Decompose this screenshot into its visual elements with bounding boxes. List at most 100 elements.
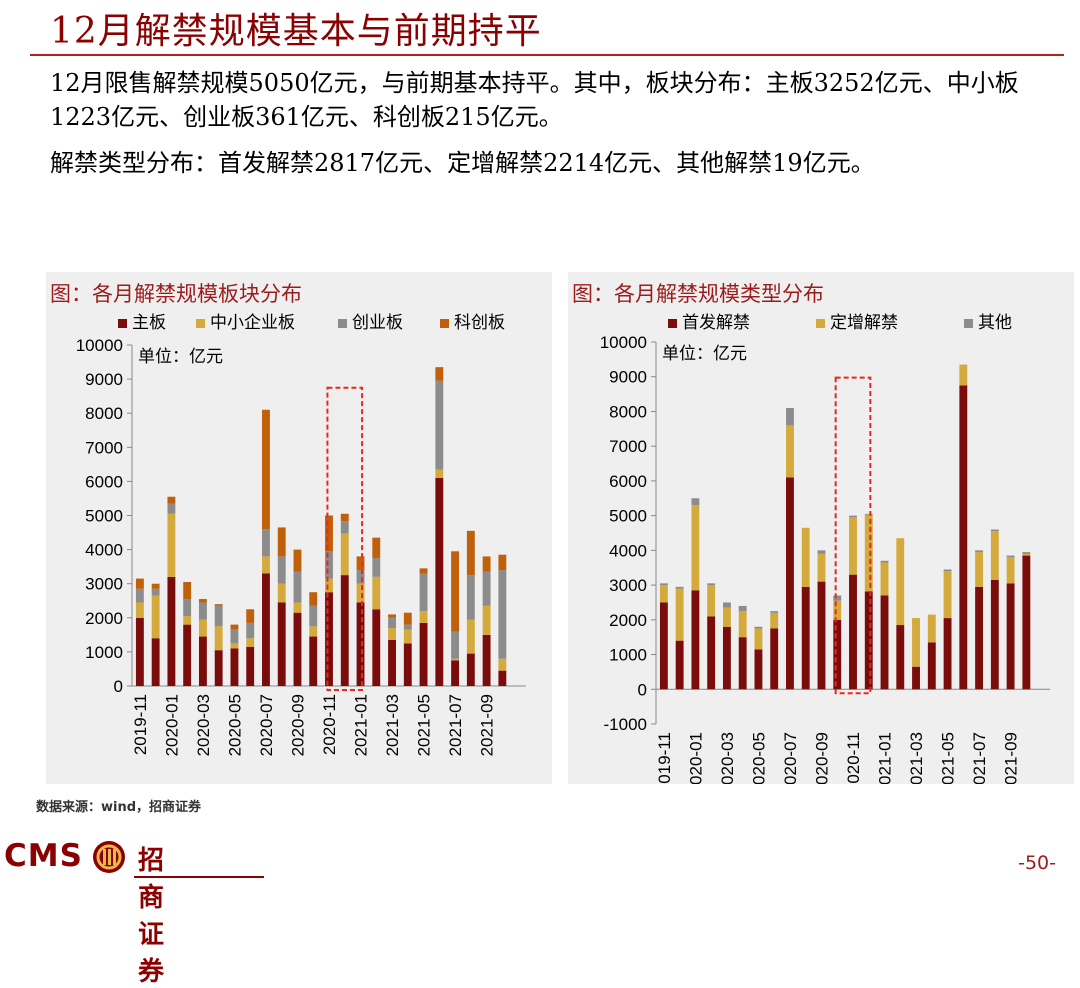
bar-segment [707,616,716,690]
bar-segment [833,595,842,601]
bar-segment [786,477,794,690]
bar-segment [356,602,365,686]
bar-segment [135,578,144,589]
bar-segment [388,617,396,629]
bar-segment [707,583,716,586]
bar-segment [817,581,826,690]
y-tick-label: 4000 [85,541,123,560]
bar-segment [943,571,952,619]
legend-item: 中小企业板 [196,308,295,333]
bar-segment [990,529,999,532]
legend-swatch [816,319,825,328]
y-tick-label: 6000 [609,472,647,491]
bar-segment [880,595,889,690]
bar-segment [356,556,365,571]
bar-segment [435,380,444,470]
bar-segment [770,612,779,629]
x-tick-label: 2021-03 [907,732,926,784]
bar-segment [833,600,842,620]
legend-label: 定增解禁 [830,313,898,333]
legend-label: 科创板 [454,313,505,333]
x-tick-label: 2021-07 [970,732,989,784]
bar-segment [198,602,207,620]
x-tick-label: 2020-09 [288,694,307,756]
bar-segment [722,626,731,690]
bar-segment [722,602,731,608]
bar-segment [691,590,700,690]
bar-segment [419,573,428,611]
bar-segment [435,469,444,478]
legend-swatch [338,319,347,328]
bar-segment [309,636,318,686]
x-tick-label: 2020-01 [162,694,181,756]
bar-segment [880,560,889,563]
y-tick-label: 6000 [85,472,123,491]
bar-segment [864,514,873,592]
x-tick-label: 2021-03 [383,694,402,756]
bar-segment [388,614,396,618]
bar-segment [691,498,700,506]
bar-segment [675,586,684,589]
bar-segment [246,638,255,647]
bar-segment [770,611,779,613]
bar-segment [435,477,444,686]
bar-segment [817,550,826,554]
title-divider [30,54,1064,56]
highlight-box [834,376,872,695]
x-tick-label: 2020-07 [781,732,800,784]
legend-label: 首发解禁 [682,313,750,333]
bar-segment [451,660,460,686]
bar-segment [309,605,318,627]
logo-underline [134,876,264,878]
bar-segment [230,624,239,630]
y-tick-label: 1000 [85,643,123,662]
bar-segment [403,624,412,630]
bar-segment [927,614,936,643]
bar-segment [167,503,176,514]
bar-segment [403,629,412,644]
summary-paragraph-1: 12月限售解禁规模5050亿元，与前期基本持平。其中，板块分布：主板3252亿元… [50,69,1019,131]
bar-segment [135,588,144,603]
bar-segment [262,556,270,574]
x-tick-label: 2021-07 [446,694,465,756]
bar-segment [230,648,239,686]
y-tick-label: 0 [638,680,647,699]
x-tick-label: 2021-01 [352,694,371,756]
bar-segment [1022,553,1031,556]
legend-label: 主板 [132,313,166,333]
x-tick-label: 2020-11 [320,694,339,755]
bar-segment [754,626,763,629]
bar-segment [498,670,507,686]
y-tick-label: 7000 [85,438,123,457]
bar-segment [738,637,747,690]
bar-segment [466,530,475,576]
bar-segment [896,625,905,690]
x-tick-label: 2020-05 [225,694,244,756]
legend-label: 中小企业板 [210,313,295,333]
y-tick-label: 3000 [609,576,647,595]
y-tick-label: 4000 [609,541,647,560]
x-tick-label: 2019-11 [655,732,674,784]
bar-segment [277,602,286,686]
bar-segment [1022,552,1031,554]
logo-wordmark: CMS [4,838,83,874]
bar-segment [135,602,144,618]
legend-item: 科创板 [440,308,505,333]
bar-segment [246,646,255,686]
bar-segment [801,586,810,690]
chart-panel-sector: 图：各月解禁规模板块分布 主板 中小企业板 创业板 科创板 0 1000 2000 3… [46,272,552,784]
bar-segment [388,628,396,640]
bar-segment [754,649,763,690]
bar-segment [786,425,794,478]
bar-segment [975,552,984,587]
bar-segment [293,612,302,686]
legend-label: 其他 [978,313,1012,333]
highlight-box [326,386,364,692]
bar-segment [975,550,984,553]
bar-segment [214,604,223,606]
bar-segment [372,537,381,559]
bar-segment [451,631,460,659]
bar-segment [707,585,716,617]
bar-segment [230,643,239,649]
bar-segment [167,576,176,686]
